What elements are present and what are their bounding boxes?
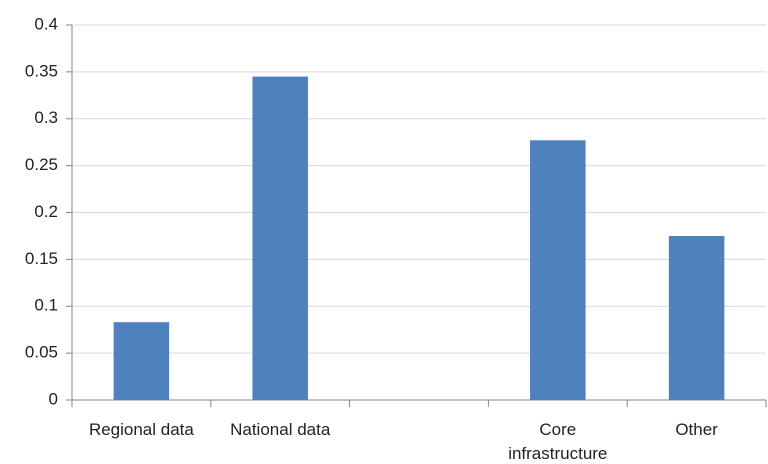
x-tick-label: Regional data — [88, 420, 194, 439]
bar — [252, 76, 308, 400]
y-tick-label: 0.3 — [34, 108, 58, 127]
bar — [113, 322, 170, 400]
y-tick-label: 0.35 — [25, 61, 58, 80]
bar — [668, 235, 725, 400]
y-tick-label: 0.1 — [34, 296, 58, 315]
x-tick-label: National data — [230, 420, 331, 439]
x-tick-label: Core infrastructure — [508, 420, 608, 463]
y-tick-label: 0.25 — [25, 155, 58, 174]
bar — [530, 140, 586, 400]
y-tick-label: 0.4 — [34, 14, 58, 33]
y-tick-label: 0.05 — [25, 343, 58, 362]
y-tick-label: 0.2 — [34, 202, 58, 221]
x-tick-label: Other — [675, 420, 718, 439]
y-tick-label: 0.15 — [25, 249, 58, 268]
y-tick-label: 0 — [49, 389, 58, 408]
